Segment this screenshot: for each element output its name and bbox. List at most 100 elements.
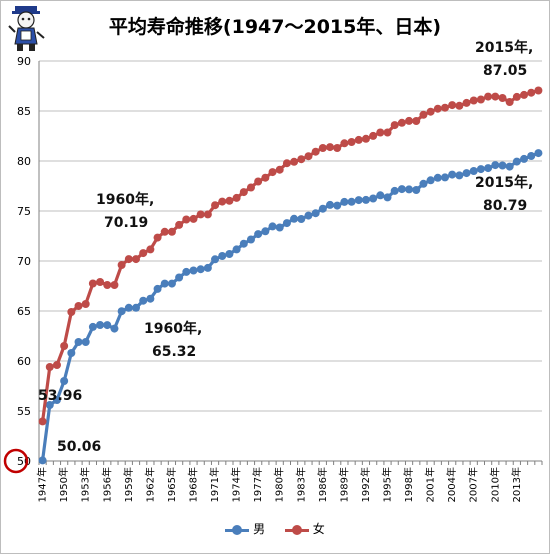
x-tick-label-1971年: 1971年: [208, 467, 221, 502]
data-point-男-1973: [225, 250, 234, 258]
data-point-男-2014: [520, 154, 529, 163]
data-point-男-1981: [282, 219, 291, 228]
data-point-女-1987: [326, 143, 335, 152]
data-point-女-2008: [476, 95, 485, 104]
series-line-女: [41, 88, 539, 422]
x-tick-label-2013年: 2013年: [510, 467, 523, 502]
data-point-男-1975: [239, 239, 248, 248]
data-point-男-1989: [340, 197, 349, 206]
y-tick-label-60: 60: [17, 355, 31, 368]
x-tick-label-1992年: 1992年: [359, 467, 372, 502]
data-point-男-2008: [476, 165, 485, 174]
data-point-女-2012: [505, 98, 514, 106]
data-point-男-1984: [304, 211, 313, 220]
data-point-女-1952: [74, 302, 83, 310]
data-point-男-1977: [254, 230, 263, 239]
x-tick-label-2007年: 2007年: [467, 467, 480, 502]
x-tick-label-1986年: 1986年: [316, 467, 329, 502]
data-point-男-1990: [347, 197, 356, 206]
data-point-男-1950: [60, 377, 69, 385]
x-tick-label-1956年: 1956年: [100, 467, 113, 502]
annotation-male-start: 50.06: [57, 439, 101, 455]
data-point-女-1971: [211, 201, 220, 210]
data-point-女-1947: [38, 417, 47, 426]
data-point-男-1997: [397, 185, 406, 194]
data-point-男-1972: [218, 252, 227, 260]
legend: 男 女: [0, 520, 550, 537]
legend-label-female: 女: [312, 522, 325, 536]
data-point-女-1975: [239, 188, 248, 197]
legend-swatch-male: [225, 524, 250, 535]
mascot-logo-icon: [8, 6, 45, 51]
data-point-女-1992: [361, 134, 370, 143]
data-point-男-1959: [124, 303, 133, 312]
data-point-女-1993: [369, 131, 378, 140]
annotation-female-1960-year: 1960年,: [96, 191, 154, 208]
data-point-女-2016: [534, 86, 543, 95]
annotation-male-1960-year: 1960年,: [144, 320, 202, 337]
data-point-男-2000: [419, 179, 428, 188]
data-point-男-1957: [110, 324, 119, 333]
x-tick-labels: 1947年 1950年 1953年 1956年 1959年 1962年 1965年 1968年…: [36, 467, 523, 502]
data-point-女-1984: [304, 152, 313, 161]
x-tick-label-2001年: 2001年: [424, 467, 437, 502]
data-point-女-2010: [491, 92, 500, 101]
data-point-男-1954: [88, 322, 97, 331]
annotation-female-start: 53.96: [38, 388, 82, 404]
data-point-男-1986: [318, 204, 327, 213]
x-tick-label-2010年: 2010年: [488, 467, 501, 502]
legend-label-male: 男: [253, 522, 266, 536]
y-tick-labels: 50 55 60 65 70 75 80 85 90: [17, 55, 31, 468]
data-point-男-2012: [505, 162, 514, 171]
grid-lines: [39, 60, 542, 462]
data-point-女-1965: [167, 227, 176, 236]
data-point-女-1990: [347, 138, 356, 146]
x-tick-label-1989年: 1989年: [337, 467, 350, 502]
data-point-男-2007: [469, 167, 478, 175]
data-point-男-1998: [405, 185, 414, 194]
data-point-男-1952: [74, 338, 83, 346]
data-point-女-2001: [426, 107, 435, 116]
data-point-女-1977: [254, 177, 263, 186]
data-point-男-1970: [203, 263, 212, 272]
data-point-女-1988: [333, 144, 342, 152]
data-point-女-1982: [290, 157, 299, 166]
data-point-男-1969: [196, 265, 205, 274]
x-tick-label-1953年: 1953年: [79, 467, 92, 502]
x-tick-label-2004年: 2004年: [445, 467, 458, 502]
data-point-女-1973: [225, 196, 234, 205]
data-point-女-1995: [383, 128, 392, 137]
x-tick-label-1947年: 1947年: [36, 467, 49, 502]
data-point-男-1960: [132, 303, 141, 312]
data-point-女-1953: [81, 300, 90, 308]
data-point-女-2014: [520, 90, 529, 99]
data-point-男-2013: [512, 157, 521, 166]
data-point-女-1954: [88, 279, 97, 288]
annotation-female-1960-value: 70.19: [104, 215, 148, 231]
y-tick-label-85: 85: [17, 105, 31, 118]
x-tick-label-1950年: 1950年: [57, 467, 70, 502]
x-tick-label-1995年: 1995年: [381, 467, 394, 502]
data-point-女-1989: [340, 139, 349, 148]
data-point-女-1957: [110, 281, 119, 289]
data-point-女-1956: [103, 281, 112, 289]
annotation-female-2015-year: 2015年,: [475, 39, 533, 56]
data-point-男-1991: [354, 196, 363, 205]
data-point-女-1998: [405, 116, 414, 125]
data-point-男-1949: [52, 396, 61, 404]
data-point-男-1947: [38, 456, 47, 465]
data-point-男-1966: [175, 273, 184, 282]
data-point-女-1974: [232, 193, 241, 202]
data-point-男-1948: [45, 401, 54, 409]
x-tick-label-1974年: 1974年: [230, 467, 243, 502]
data-point-男-2011: [498, 161, 507, 170]
data-point-女-1991: [354, 135, 363, 144]
data-point-女-2000: [419, 110, 428, 119]
data-point-男-1971: [211, 255, 220, 264]
y-tick-label-65: 65: [17, 305, 31, 318]
data-point-女-1968: [189, 214, 198, 223]
series-lines: [38, 86, 543, 465]
data-point-女-2003: [440, 103, 449, 112]
data-point-男-1987: [326, 200, 335, 209]
data-point-女-1997: [397, 118, 406, 127]
